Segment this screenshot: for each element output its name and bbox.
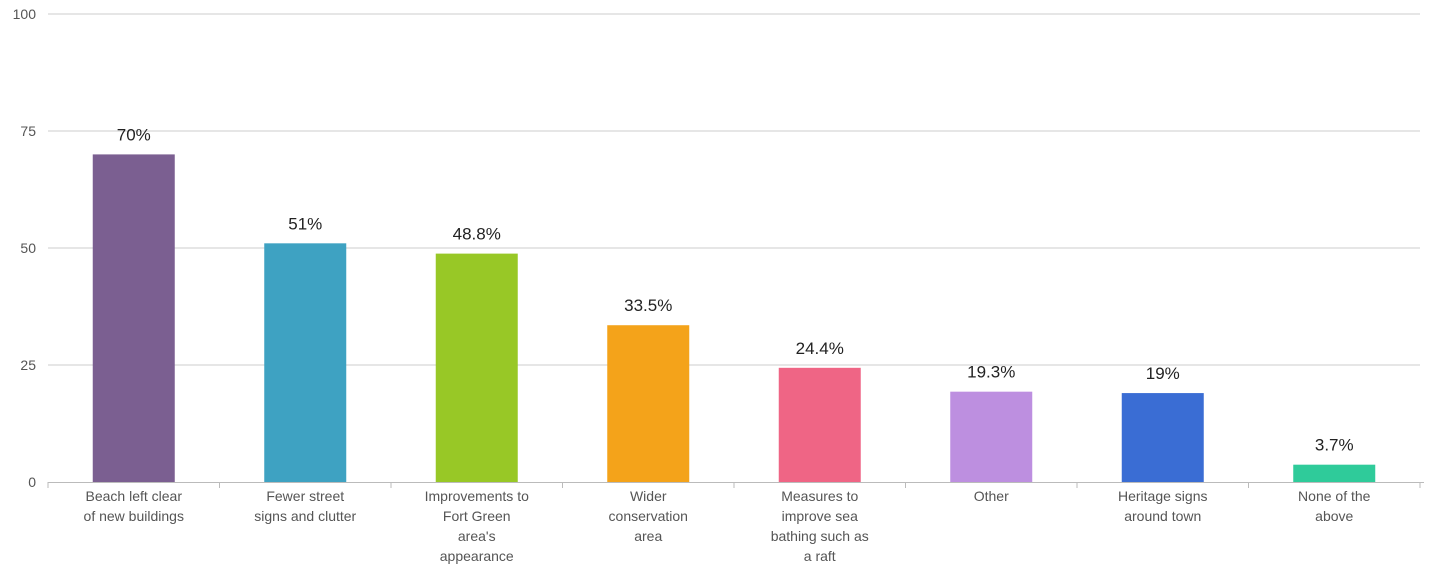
category-label: Other xyxy=(974,488,1009,504)
value-label: 33.5% xyxy=(624,296,672,315)
bar xyxy=(778,367,861,482)
category-labels: Beach left clear of new buildings Fewer st… xyxy=(84,488,1371,564)
bar xyxy=(607,325,690,482)
y-tick-label: 50 xyxy=(20,240,36,256)
category-label: Wider conservation area xyxy=(609,488,688,544)
bar xyxy=(1293,464,1376,482)
category-label: Beach left clear of new buildings xyxy=(84,488,184,524)
bar xyxy=(950,391,1033,482)
y-tick-label: 75 xyxy=(20,123,36,139)
value-labels: 70% 51% 48.8% 33.5% 24.4% 19.3% 19% 3.7% xyxy=(117,125,1354,454)
category-label: Measures to improve sea bathing such as a r… xyxy=(771,488,869,564)
bar xyxy=(1121,393,1204,482)
value-label: 24.4% xyxy=(796,339,844,358)
category-label: None of the above xyxy=(1298,488,1371,524)
category-label: Fewer street signs and clutter xyxy=(254,488,356,524)
y-axis-ticks: 0 25 50 75 100 xyxy=(13,6,37,490)
y-tick-label: 0 xyxy=(28,474,36,490)
category-label: Heritage signs around town xyxy=(1118,488,1208,524)
bar xyxy=(264,243,347,482)
value-label: 19% xyxy=(1146,364,1180,383)
y-tick-label: 100 xyxy=(13,6,37,22)
value-label: 70% xyxy=(117,125,151,144)
bar xyxy=(435,253,518,482)
bar xyxy=(92,154,175,482)
value-label: 19.3% xyxy=(967,363,1015,382)
bars xyxy=(92,154,1376,482)
value-label: 48.8% xyxy=(453,225,501,244)
value-label: 3.7% xyxy=(1315,436,1354,455)
y-tick-label: 25 xyxy=(20,357,36,373)
x-axis xyxy=(47,482,1424,488)
value-label: 51% xyxy=(288,214,322,233)
category-label: Improvements to Fort Green area's appearanc… xyxy=(425,488,529,564)
gridlines xyxy=(48,13,1420,366)
